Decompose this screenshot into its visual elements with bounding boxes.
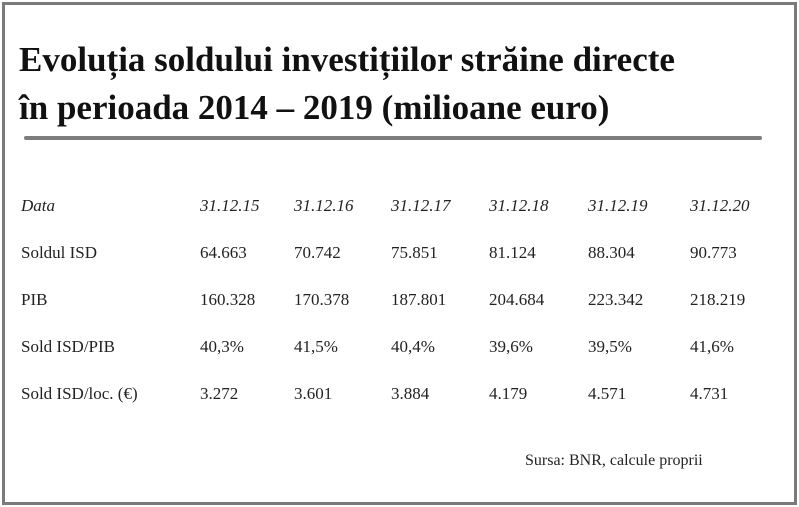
header-cell: 31.12.18 bbox=[489, 195, 549, 215]
table-cell: 64.663 bbox=[200, 242, 247, 262]
table-cell: 3.884 bbox=[391, 383, 430, 403]
table-cell: 40,3% bbox=[200, 336, 244, 356]
table-header-row: Data 31.12.15 31.12.16 31.12.17 31.12.18… bbox=[21, 182, 770, 229]
table-cell: 223.342 bbox=[588, 289, 644, 309]
table-cell: 90.773 bbox=[690, 242, 737, 262]
row-label: Sold ISD/loc. (€) bbox=[21, 383, 138, 403]
header-cell: 31.12.16 bbox=[294, 195, 354, 215]
table-cell: 88.304 bbox=[588, 242, 635, 262]
table-cell: 160.328 bbox=[200, 289, 256, 309]
header-cell: 31.12.15 bbox=[200, 195, 260, 215]
table-cell: 3.272 bbox=[200, 383, 239, 403]
table-cell: 40,4% bbox=[391, 336, 435, 356]
header-cell: Data bbox=[21, 195, 55, 215]
title-line-2: în perioada 2014 – 2019 (milioane euro) bbox=[19, 88, 610, 127]
page-title: Evoluția soldului investițiilor străine … bbox=[19, 36, 779, 132]
row-label: Sold ISD/PIB bbox=[21, 336, 115, 356]
header-cell: 31.12.20 bbox=[690, 195, 750, 215]
data-table: Data 31.12.15 31.12.16 31.12.17 31.12.18… bbox=[21, 182, 770, 417]
header-cell: 31.12.19 bbox=[588, 195, 648, 215]
header-cell: 31.12.17 bbox=[391, 195, 451, 215]
table-cell: 170.378 bbox=[294, 289, 350, 309]
source-note: Sursa: BNR, calcule proprii bbox=[525, 452, 703, 469]
title-line-1: Evoluția soldului investițiilor străine … bbox=[19, 40, 675, 79]
table-row: PIB 160.328 170.378 187.801 204.684 223.… bbox=[21, 276, 770, 323]
table-cell: 4.731 bbox=[690, 383, 729, 403]
table-cell: 4.571 bbox=[588, 383, 627, 403]
row-label: PIB bbox=[21, 289, 48, 309]
table-cell: 4.179 bbox=[489, 383, 528, 403]
table-row: Soldul ISD 64.663 70.742 75.851 81.124 8… bbox=[21, 229, 770, 276]
row-label: Soldul ISD bbox=[21, 242, 98, 262]
table-cell: 3.601 bbox=[294, 383, 333, 403]
table-row: Sold ISD/loc. (€) 3.272 3.601 3.884 4.17… bbox=[21, 370, 770, 417]
table-cell: 39,6% bbox=[489, 336, 533, 356]
table-cell: 187.801 bbox=[391, 289, 447, 309]
table-cell: 41,6% bbox=[690, 336, 734, 356]
table-cell: 204.684 bbox=[489, 289, 545, 309]
table-cell: 41,5% bbox=[294, 336, 338, 356]
table-cell: 75.851 bbox=[391, 242, 438, 262]
table-cell: 39,5% bbox=[588, 336, 632, 356]
table-row: Sold ISD/PIB 40,3% 41,5% 40,4% 39,6% 39,… bbox=[21, 323, 770, 370]
table-cell: 70.742 bbox=[294, 242, 341, 262]
table-cell: 81.124 bbox=[489, 242, 536, 262]
title-divider bbox=[24, 136, 762, 140]
table-cell: 218.219 bbox=[690, 289, 746, 309]
